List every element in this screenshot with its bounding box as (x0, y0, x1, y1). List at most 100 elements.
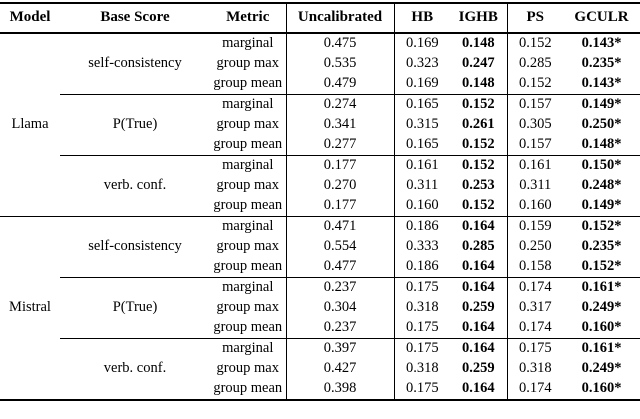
metric-cell: marginal (210, 277, 287, 298)
uncalibrated-value: 0.304 (286, 298, 395, 318)
uncalibrated-value: 0.477 (286, 257, 395, 278)
uncalibrated-value: 0.479 (286, 74, 395, 95)
table-row: P(True) marginal 0.237 0.175 0.164 0.174… (0, 277, 640, 339)
ps-value: 0.174 (507, 277, 563, 298)
ighb-value: 0.164 (450, 277, 508, 298)
base-score-cell: verb. conf. (60, 338, 210, 400)
metric-cell: group max (210, 115, 287, 135)
ighb-value: 0.152 (450, 135, 508, 156)
ps-value: 0.152 (518, 75, 552, 92)
metric-cell: group max (210, 54, 287, 74)
table-row: group max 0.427 0.318 0.259 0.318 0.249* (0, 359, 640, 379)
ps-value: 0.250 (518, 238, 552, 255)
gculr-value: 0.248* (581, 177, 622, 194)
ps-value: 0.174 (518, 319, 552, 336)
gculr-value: 0.143* (581, 35, 622, 52)
gculr-value: 0.249* (581, 299, 622, 316)
table-row: verb. conf. marginal 0.397 0.175 0.164 0… (0, 338, 640, 400)
metric-cell: group mean (210, 318, 287, 339)
metric-cell: group mean (210, 196, 287, 217)
metric-cell: marginal (210, 94, 287, 115)
gculr-value: 0.161* (563, 338, 640, 359)
ps-value: 0.161 (507, 155, 563, 176)
model-cell: Mistral (0, 216, 60, 400)
hb-value: 0.165 (394, 94, 450, 115)
table-row: group mean 0.237 0.175 0.164 0.174 0.160… (0, 318, 640, 339)
gculr-value: 0.152* (581, 258, 622, 275)
ps-value: 0.305 (518, 116, 552, 133)
column-header-metric: Metric (210, 3, 287, 34)
uncalibrated-value: 0.177 (286, 196, 395, 217)
ps-value: 0.311 (519, 177, 552, 194)
table-row: group mean 0.479 0.169 0.148 0.152 0.143… (0, 74, 640, 95)
gculr-value: 0.161* (563, 277, 640, 298)
uncalibrated-value: 0.535 (286, 54, 395, 74)
ighb-value: 0.164 (450, 216, 508, 237)
gculr-value: 0.149* (563, 94, 640, 115)
hb-value: 0.311 (406, 177, 439, 194)
ps-value: 0.152 (518, 35, 552, 52)
metric-cell: marginal (210, 338, 287, 359)
column-header-gculr: GCULR (563, 3, 640, 34)
uncalibrated-value: 0.554 (286, 237, 395, 257)
ighb-value: 0.152 (450, 155, 508, 176)
uncalibrated-value: 0.270 (286, 176, 395, 196)
table-row: Llama self-consistency marginal 0.475 0.… (0, 33, 640, 132)
ps-value: 0.159 (507, 216, 563, 237)
gculr-value: 0.152* (563, 216, 640, 237)
ps-value: 0.157 (518, 136, 552, 153)
uncalibrated-value: 0.177 (286, 155, 395, 176)
uncalibrated-value: 0.237 (286, 318, 395, 339)
uncalibrated-value: 0.398 (286, 379, 395, 400)
ps-value: 0.175 (507, 338, 563, 359)
metric-cell: group mean (210, 135, 287, 156)
ps-value: 0.285 (518, 55, 552, 72)
ighb-value: 0.253 (450, 176, 508, 196)
metric-cell: group max (210, 298, 287, 318)
ighb-value: 0.259 (450, 298, 508, 318)
table-row: Mistral self-consistency marginal 0.471 … (0, 216, 640, 400)
column-header-ighb: IGHB (450, 3, 508, 34)
gculr-value: 0.149* (581, 197, 622, 214)
ighb-value: 0.285 (450, 237, 508, 257)
metric-cell: group mean (210, 379, 287, 400)
gculr-value: 0.160* (581, 319, 622, 336)
model-cell: Llama (11, 116, 49, 133)
hb-value: 0.161 (394, 155, 450, 176)
ps-value: 0.157 (507, 94, 563, 115)
base-score-cell: P(True) (60, 277, 210, 339)
ighb-value: 0.152 (450, 94, 508, 115)
table-row: group max 0.304 0.318 0.259 0.317 0.249* (0, 298, 640, 318)
hb-value: 0.169 (405, 75, 439, 92)
hb-value: 0.175 (394, 338, 450, 359)
ps-value: 0.318 (518, 360, 552, 377)
gculr-value: 0.235* (581, 238, 622, 255)
uncalibrated-value: 0.397 (286, 338, 395, 359)
ighb-value: 0.247 (450, 54, 508, 74)
table-row: group max 0.270 0.311 0.253 0.311 0.248* (0, 176, 640, 196)
ighb-value: 0.164 (450, 257, 508, 278)
ighb-value: 0.164 (450, 379, 508, 400)
calibration-results-table: Model Base Score Metric Uncalibrated HB … (0, 2, 640, 401)
uncalibrated-value: 0.471 (286, 216, 395, 237)
metric-cell: group mean (210, 257, 287, 278)
table-row: group mean 0.277 0.165 0.152 0.157 0.148… (0, 135, 640, 156)
hb-value: 0.175 (405, 380, 439, 397)
ps-value: 0.317 (518, 299, 552, 316)
column-header-uncalibrated: Uncalibrated (286, 3, 395, 34)
hb-value: 0.175 (405, 319, 439, 336)
hb-value: 0.186 (405, 258, 439, 275)
base-score-cell: P(True) (60, 94, 210, 156)
header-row: Model Base Score Metric Uncalibrated HB … (0, 3, 640, 34)
table-row: group max 0.341 0.315 0.261 0.305 0.250* (0, 115, 640, 135)
ps-value: 0.174 (518, 380, 552, 397)
hb-value: 0.315 (405, 116, 439, 133)
column-header-ps: PS (507, 3, 563, 34)
metric-cell: group mean (210, 74, 287, 95)
column-header-base-score: Base Score (60, 3, 210, 34)
table-row: group max 0.554 0.333 0.285 0.250 0.235* (0, 237, 640, 257)
hb-value: 0.318 (405, 299, 439, 316)
gculr-value: 0.235* (581, 55, 622, 72)
ighb-value: 0.261 (450, 115, 508, 135)
table-row: group max 0.535 0.323 0.247 0.285 0.235* (0, 54, 640, 74)
